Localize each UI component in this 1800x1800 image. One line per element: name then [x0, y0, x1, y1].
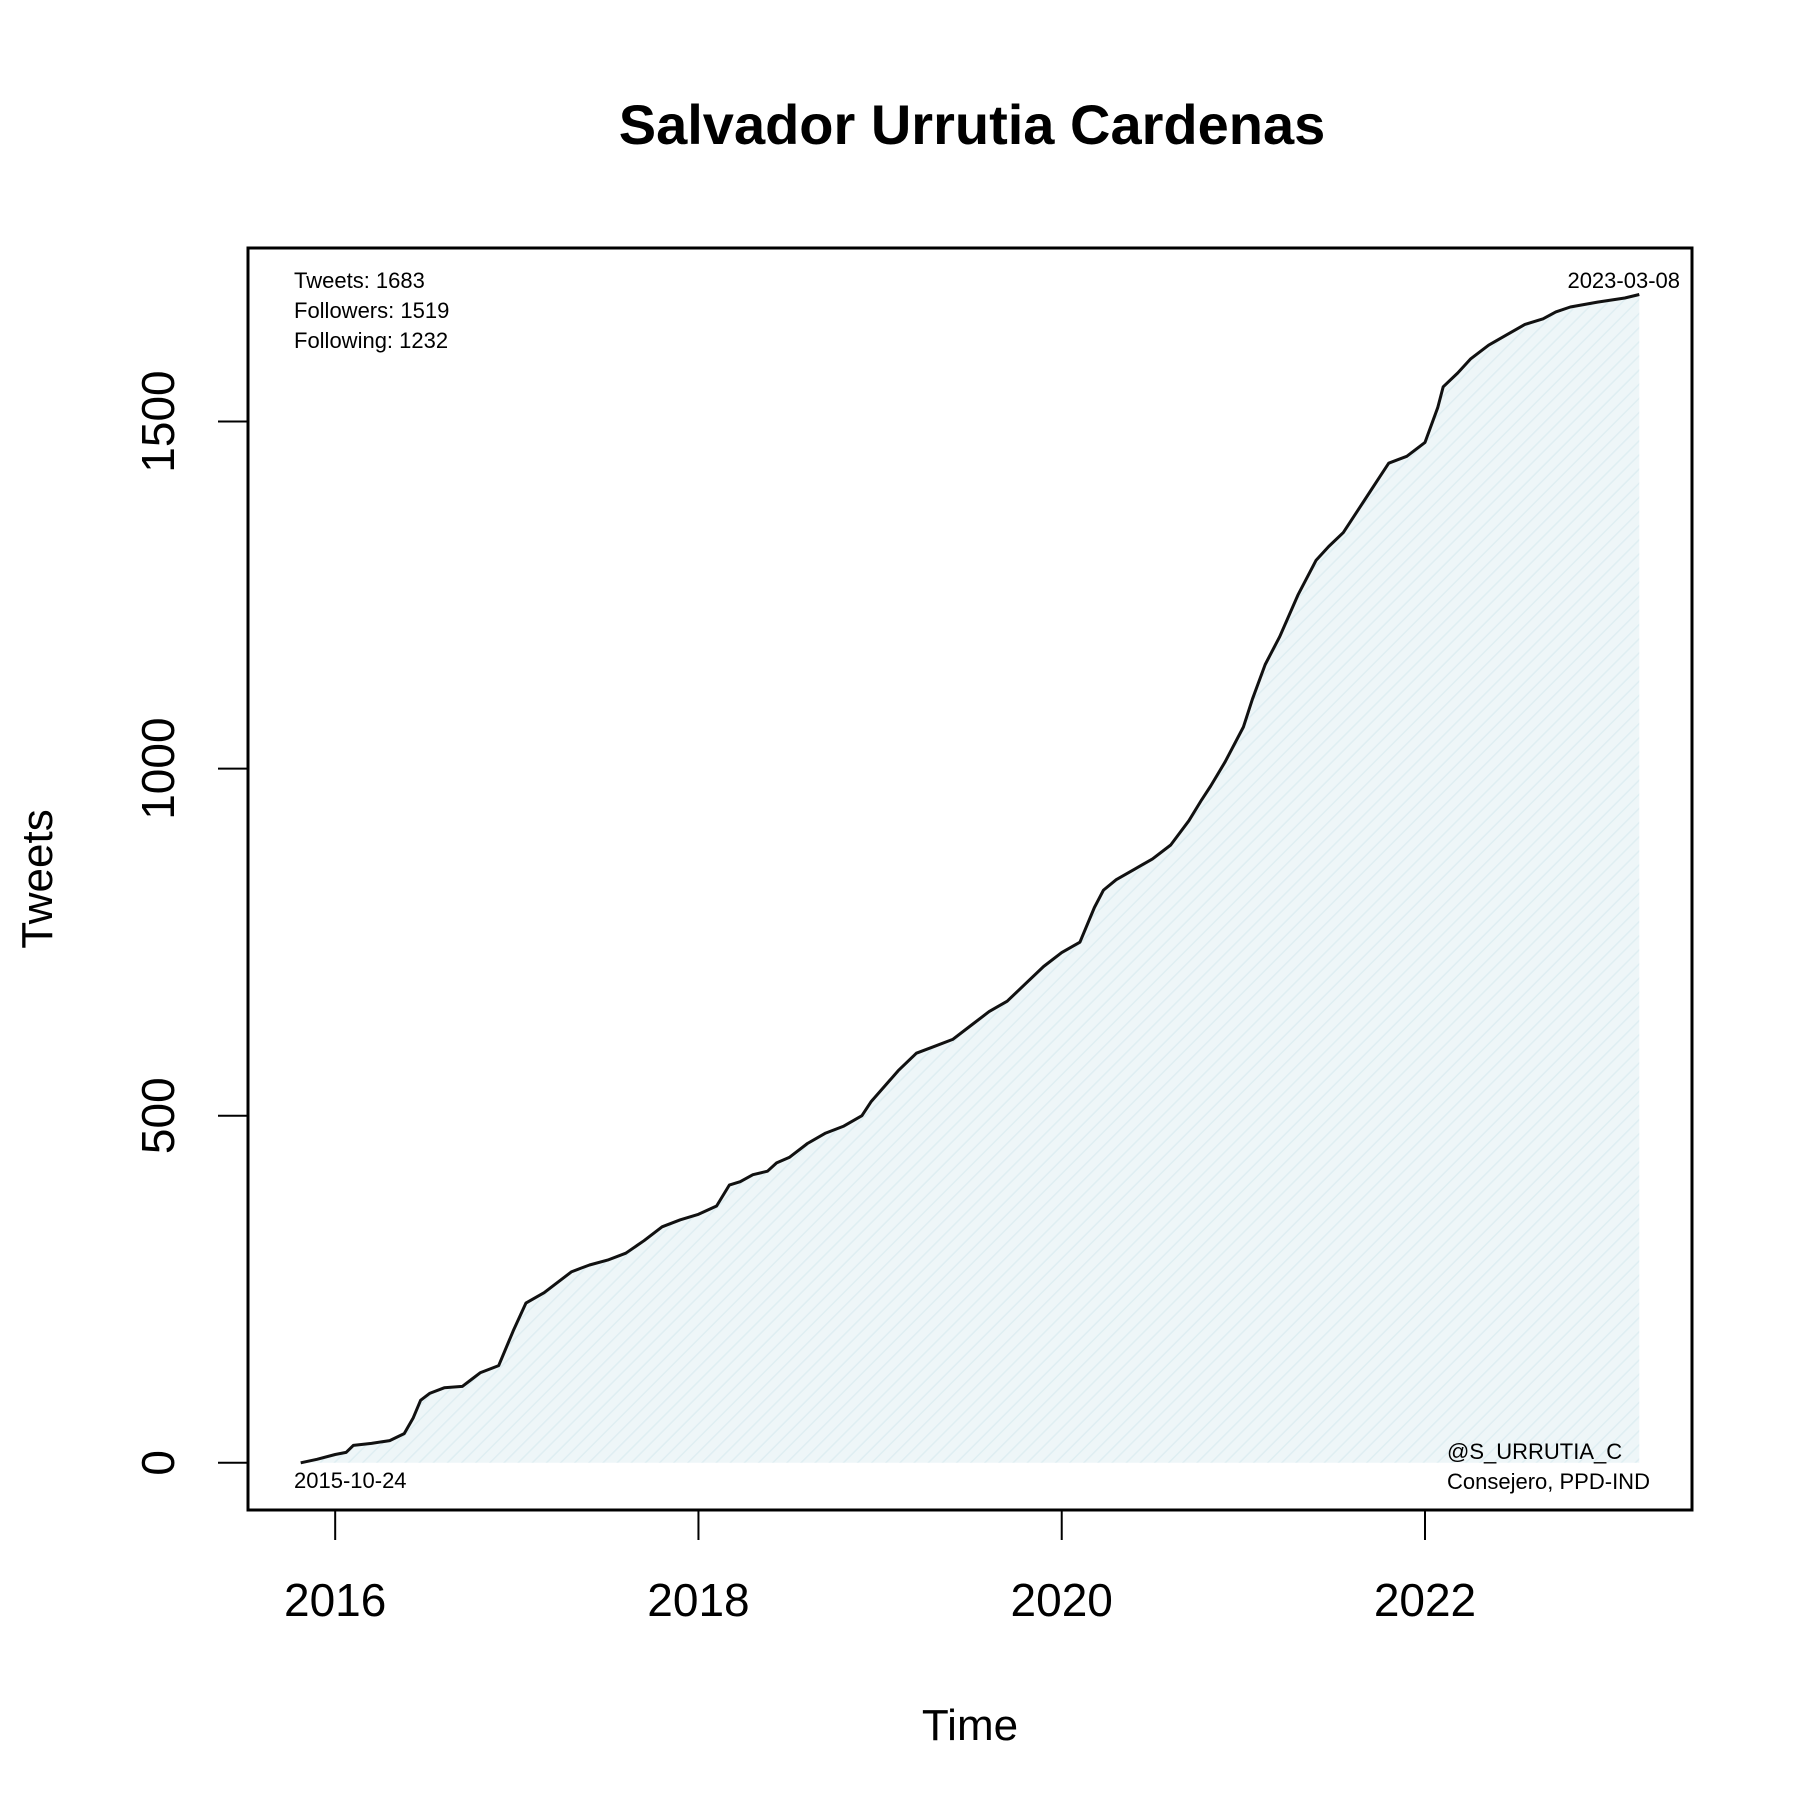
stat-following: Following: 1232: [294, 328, 448, 353]
y-tick-label: 0: [132, 1450, 184, 1476]
handle-label: @S_URRUTIA_C: [1447, 1439, 1622, 1464]
y-tick-label: 1000: [132, 717, 184, 819]
role-label: Consejero, PPD-IND: [1447, 1469, 1650, 1494]
plot-area: [300, 293, 1640, 1465]
start-date-label: 2015-10-24: [294, 1468, 407, 1493]
end-date-label: 2023-03-08: [1567, 268, 1680, 293]
x-tick-label: 2016: [284, 1574, 386, 1626]
x-axis-label: Time: [922, 1701, 1018, 1750]
y-axis-label: Tweets: [13, 809, 62, 948]
tweets-area: [300, 294, 1640, 1463]
tweets-line: [300, 293, 1640, 1465]
y-tick-label: 1500: [132, 370, 184, 472]
x-tick-label: 2018: [647, 1574, 749, 1626]
x-tick-label: 2020: [1011, 1574, 1113, 1626]
x-axis: 2016 2018 2020 2022: [284, 1509, 1476, 1626]
x-tick-label: 2022: [1374, 1574, 1476, 1626]
stat-tweets: Tweets: 1683: [294, 268, 425, 293]
y-tick-label: 500: [132, 1077, 184, 1154]
chart-title: Salvador Urrutia Cardenas: [619, 93, 1325, 156]
stat-followers: Followers: 1519: [294, 298, 449, 323]
y-axis: 0 500 1000 1500: [132, 370, 249, 1476]
